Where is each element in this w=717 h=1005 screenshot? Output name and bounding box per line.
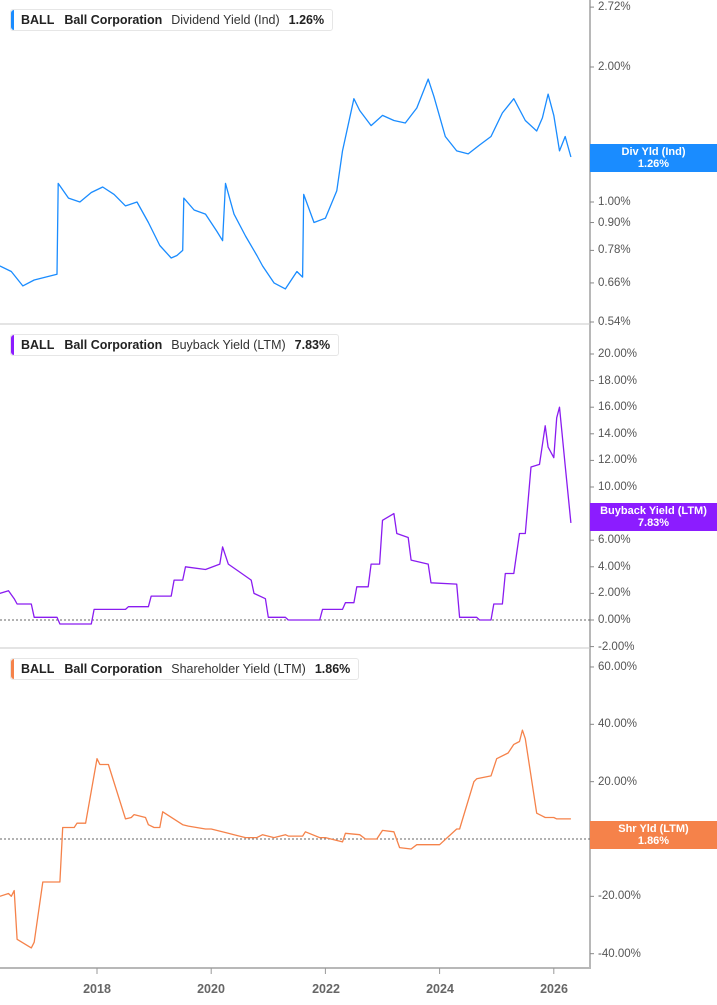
x-tick-2026: 2026	[540, 982, 568, 996]
y-tick-label: 0.78%	[598, 244, 631, 257]
tag-value: 1.86%	[637, 835, 670, 847]
y-tick-label: 12.00%	[598, 454, 638, 467]
y-tick-label: 2.00%	[598, 587, 631, 600]
axis-ticks	[96, 6, 594, 974]
metric-value: 1.86%	[314, 662, 351, 676]
metric-label: Dividend Yield (Ind)	[171, 13, 280, 27]
y-tick-label: 4.00%	[598, 560, 631, 573]
tag-label: Div Yld (Ind)	[621, 146, 686, 158]
x-tick-2024: 2024	[426, 982, 454, 996]
y-tick-label: 0.00%	[598, 614, 631, 626]
series-color-swatch	[11, 335, 14, 355]
dividend-yield-line[interactable]	[0, 78, 572, 290]
y-tick-label: 0.54%	[598, 316, 631, 328]
y-tick-label: 20.00%	[598, 775, 638, 788]
y-tick-label: -40.00%	[598, 947, 641, 960]
buyback-yield-value-tag: Buyback Yield (LTM) 7.83%	[590, 503, 717, 531]
ticker-label: BALL	[21, 338, 55, 352]
company-label: Ball Corporation	[64, 13, 163, 27]
tag-label: Buyback Yield (LTM)	[600, 505, 707, 517]
series-color-swatch	[11, 10, 14, 30]
metric-label: Buyback Yield (LTM)	[171, 338, 286, 352]
tag-value: 7.83%	[637, 517, 670, 529]
y-tick-label: -2.00%	[598, 640, 635, 653]
x-tick-2020: 2020	[197, 982, 225, 996]
y-tick-label: 10.00%	[598, 481, 638, 493]
y-tick-label: 1.00%	[598, 196, 631, 208]
ticker-label: BALL	[21, 662, 55, 676]
company-label: Ball Corporation	[64, 338, 163, 352]
y-tick-label: 0.66%	[598, 276, 631, 289]
buyback-yield-panel: BALL Ball Corporation Buyback Yield (LTM…	[0, 324, 590, 648]
dividend-yield-panel: BALL Ball Corporation Dividend Yield (In…	[0, 0, 590, 324]
y-tick-label: 16.00%	[598, 401, 638, 414]
y-tick-label: 0.90%	[598, 216, 631, 229]
shareholder-yield-value-tag: Shr Yld (LTM) 1.86%	[590, 821, 717, 849]
dividend-yield-legend[interactable]: BALL Ball Corporation Dividend Yield (In…	[10, 9, 334, 31]
y-tick-label: 20.00%	[598, 348, 638, 360]
tag-value: 1.26%	[637, 158, 670, 170]
tag-label: Shr Yld (LTM)	[618, 823, 689, 835]
series-color-swatch	[11, 659, 14, 679]
x-tick-2022: 2022	[312, 982, 340, 996]
y-tick-label: 2.72%	[598, 1, 631, 14]
y-tick-label: 40.00%	[598, 718, 638, 731]
company-label: Ball Corporation	[64, 662, 163, 676]
shareholder-yield-panel: BALL Ball Corporation Shareholder Yield …	[0, 648, 590, 968]
ticker-label: BALL	[21, 13, 55, 27]
y-tick-label: 6.00%	[598, 534, 631, 547]
dividend-yield-value-tag: Div Yld (Ind) 1.26%	[590, 144, 717, 172]
metric-value: 7.83%	[294, 338, 331, 352]
y-tick-label: 2.00%	[598, 61, 631, 73]
y-tick-label: 14.00%	[598, 427, 638, 440]
metric-label: Shareholder Yield (LTM)	[171, 662, 306, 676]
x-tick-2018: 2018	[83, 982, 111, 996]
shareholder-yield-line[interactable]	[0, 729, 571, 949]
shareholder-yield-legend[interactable]: BALL Ball Corporation Shareholder Yield …	[10, 658, 360, 680]
y-tick-label: -20.00%	[598, 890, 641, 903]
metric-value: 1.26%	[288, 13, 325, 27]
y-tick-label: 60.00%	[598, 660, 638, 673]
buyback-yield-line[interactable]	[0, 406, 572, 625]
y-tick-label: 18.00%	[598, 374, 638, 387]
buyback-yield-legend[interactable]: BALL Ball Corporation Buyback Yield (LTM…	[10, 334, 340, 356]
